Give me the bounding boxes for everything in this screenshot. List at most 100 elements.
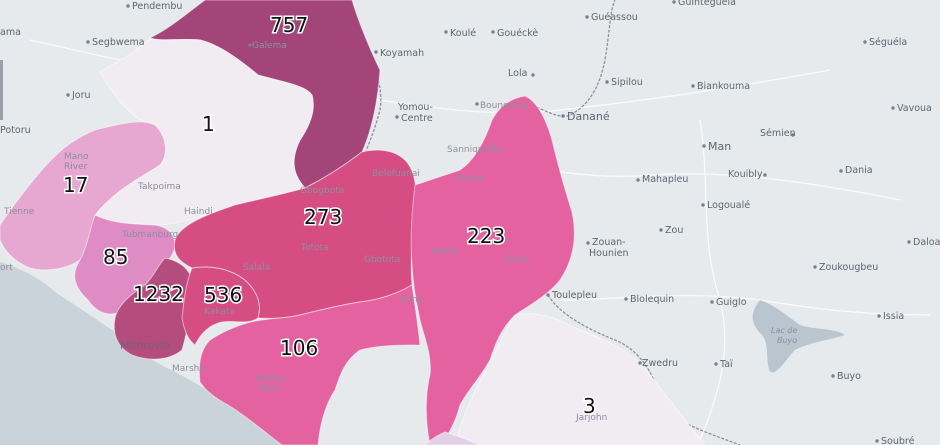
place-label: Zeno (400, 295, 423, 305)
place-dot (561, 114, 565, 118)
region-gbarpolu-west[interactable] (0, 121, 166, 271)
count-label-bomi: 85 (103, 245, 128, 269)
place-dot (66, 93, 70, 97)
place-label: Mano (64, 152, 89, 162)
place-label: Logoualé (707, 200, 750, 211)
place-label: Man (708, 140, 731, 153)
place-dot (763, 173, 767, 177)
place-label: Blolequin (630, 294, 674, 305)
place-label: Joru (71, 90, 91, 101)
place-label: Gbotota (364, 255, 400, 265)
place-label: Bounouma (480, 101, 529, 111)
place-dot (636, 178, 640, 182)
place-label: River (64, 162, 88, 172)
region-grand-kru[interactable] (424, 431, 481, 445)
place-label: ama (0, 27, 21, 38)
place-label: Tubmanburg (121, 230, 178, 240)
place-dot (877, 314, 881, 318)
place-dot (444, 30, 448, 34)
count-label-margibi: 536 (204, 283, 242, 307)
place-label: Totota (300, 243, 329, 253)
place-dot (531, 73, 535, 77)
place-label: Walker (256, 374, 287, 384)
place-dot (491, 30, 495, 34)
place-label: Lola (508, 68, 527, 79)
place-label: Biankouma (697, 81, 750, 92)
place-dot (395, 115, 399, 119)
place-label: Tienne (3, 207, 35, 217)
map-control-edge[interactable] (0, 60, 3, 120)
place-dot (714, 362, 718, 366)
place-label: Sipilou (611, 77, 643, 88)
place-label: Guéassou (591, 12, 638, 23)
place-label: Gbogbota (300, 186, 344, 196)
place-label: Soubré (881, 436, 915, 445)
place-dot (475, 102, 479, 106)
place-label: Danané (567, 110, 610, 123)
place-label: Monrovia (120, 339, 171, 352)
place-dot (863, 40, 867, 44)
region-grand-bassa[interactable] (198, 284, 421, 445)
country-border (519, 0, 616, 117)
place-dot (839, 169, 843, 173)
place-label: Jarjohn (575, 413, 607, 423)
region-sinoe[interactable] (454, 313, 706, 445)
place-label: Centre (401, 113, 433, 124)
place-label: Pendembu (132, 1, 182, 12)
place-label: Dania (845, 165, 873, 176)
place-label: Marsha (172, 364, 205, 374)
place-label: Belefuanai (372, 169, 420, 179)
count-label-bong: 1 (202, 112, 215, 136)
place-dot (605, 80, 609, 84)
lake-buyo (752, 300, 845, 373)
place-label: Buyo (837, 371, 861, 382)
place-label: Zouan- (592, 237, 626, 248)
place-label: Galema (252, 41, 287, 51)
place-label: Zou (665, 225, 683, 236)
place-label: Potoru (0, 125, 31, 136)
place-label: Segbwema (92, 37, 145, 48)
count-label-gbarpolu-west: 17 (63, 173, 88, 197)
place-dot (907, 240, 911, 244)
place-label: Séguéla (869, 37, 907, 48)
place-label: Mahapleu (642, 174, 688, 185)
place-dot (702, 144, 706, 148)
place-label: Town (257, 384, 281, 394)
sea (0, 262, 285, 445)
place-dot (791, 133, 795, 137)
place-label: Vavoua (897, 103, 932, 114)
place-dot (86, 40, 90, 44)
place-label: Koulé (450, 28, 476, 39)
place-label: Taï (719, 359, 733, 370)
count-label-nimba: 223 (467, 224, 505, 248)
place-dot (248, 43, 252, 47)
place-label: Mehla (432, 247, 459, 257)
place-label: Issia (883, 311, 904, 322)
place-dot (546, 293, 550, 297)
place-label: Daloa (913, 237, 940, 248)
count-label-montserrado: 1232 (133, 282, 184, 306)
place-label: Haindi (184, 207, 213, 217)
place-label: Guiglo (716, 297, 747, 308)
place-dot (691, 84, 695, 88)
place-label: Sémien (760, 128, 796, 139)
lake-label: Buyo (777, 336, 797, 345)
place-dot (672, 0, 676, 4)
place-label: Graie (505, 255, 530, 265)
place-dot (374, 50, 378, 54)
lake-label: Lac de (771, 326, 797, 335)
place-label: Ganta (456, 174, 483, 184)
place-label: Toulepleu (551, 290, 597, 301)
place-dot (831, 374, 835, 378)
count-label-lofa: 757 (270, 13, 308, 37)
place-dot (710, 300, 714, 304)
place-label: Zoukougbeu (819, 262, 878, 273)
place-dot (875, 439, 879, 443)
place-label: Gouéckè (497, 28, 538, 39)
count-labels: 757 1 17 85 1232 536 273 223 106 3 (62, 12, 598, 420)
place-label: Takpoima (137, 182, 181, 192)
place-dot (638, 361, 642, 365)
place-dot (891, 106, 895, 110)
